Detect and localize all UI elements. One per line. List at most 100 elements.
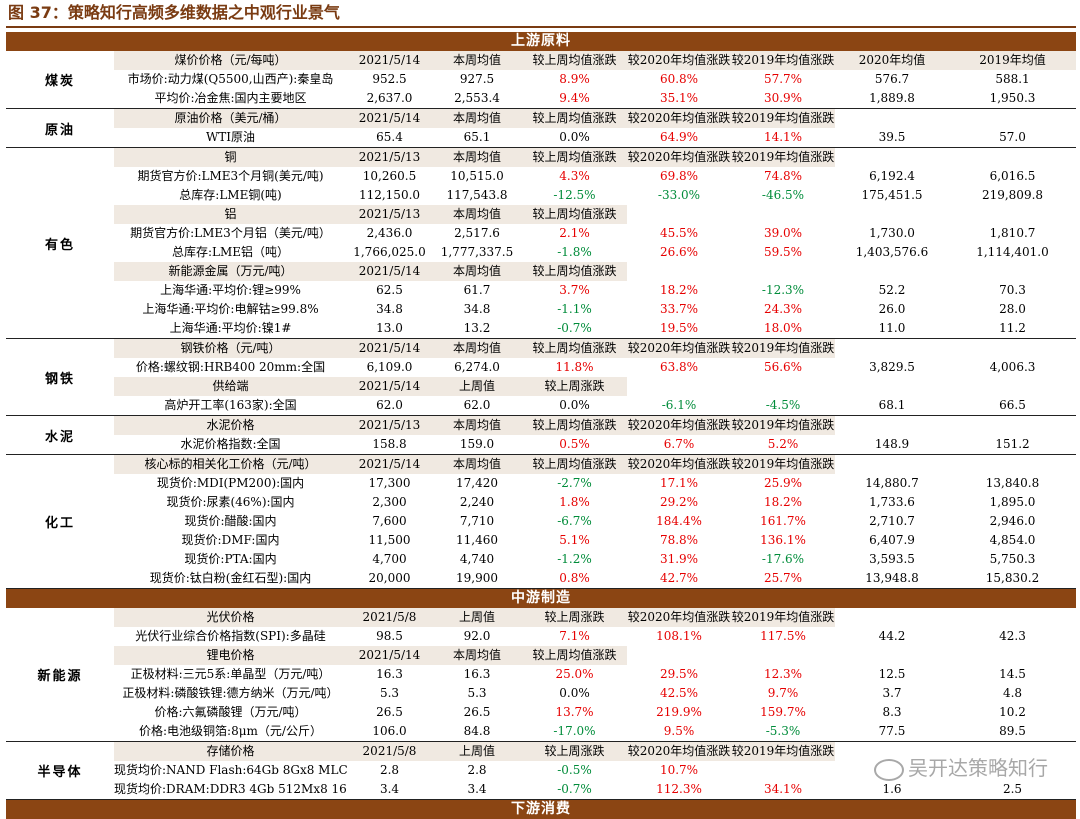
table-cell: 存储价格: [114, 742, 347, 761]
table-cell: 151.2: [995, 437, 1030, 451]
table-cell: 较2019年均值涨跌: [731, 416, 835, 435]
table-cell: [949, 262, 1076, 281]
table-row: 水泥价格指数:全国 158.8 159.0 0.5% 6.7% 5.2% 148.9 151.…: [114, 435, 1076, 454]
table-cell: 30.9%: [763, 91, 803, 105]
table-cell: 98.5: [376, 629, 403, 643]
table-cell: [949, 455, 1076, 474]
table-cell: 较上周均值涨跌: [522, 205, 627, 224]
table-cell: 28.0: [999, 302, 1026, 316]
table-cell: 2021/5/8: [347, 608, 432, 627]
table-cell: 112,150.0: [358, 188, 421, 202]
table-cell: 正极材料:三元5系:单晶型（万元/吨）: [130, 667, 331, 681]
table-cell: 较2019年均值涨跌: [731, 339, 835, 358]
table-cell: 本周均值: [432, 148, 522, 167]
table-cell: 69.8%: [659, 169, 699, 183]
table-cell: [835, 377, 949, 396]
table-cell: [835, 608, 949, 627]
table-cell: 45.5%: [659, 226, 699, 240]
table-cell: 1,730.0: [869, 226, 915, 240]
table-cell: 锂电价格: [114, 646, 347, 665]
header-row: 煤价价格（元/每吨） 2021/5/14 本周均值 较上周均值涨跌 较2020年均值涨跌…: [114, 51, 1076, 70]
table-cell: [731, 646, 835, 665]
table-cell: 7.1%: [559, 629, 590, 643]
table-cell: 1,889.8: [869, 91, 915, 105]
table-cell: 4.3%: [559, 169, 590, 183]
table-cell: [627, 262, 731, 281]
table-cell: 63.8%: [659, 360, 699, 374]
table-cell: 29.5%: [659, 667, 699, 681]
table-cell: 62.0: [463, 398, 491, 412]
table-cell: -4.5%: [765, 398, 801, 412]
table-cell: 2021/5/14: [347, 377, 432, 396]
table-cell: 7,600: [372, 514, 407, 528]
table-cell: 175,451.5: [861, 188, 923, 202]
table-cell: 78.8%: [659, 533, 699, 547]
table-cell: 1,895.0: [989, 495, 1036, 509]
table-cell: 3.7: [882, 686, 902, 700]
table-cell: 14.5: [999, 667, 1026, 681]
table-cell: 2021/5/14: [347, 51, 432, 70]
table-cell: 10,260.5: [362, 169, 417, 183]
table-cell: 34.8: [376, 302, 403, 316]
header-row: 核心标的相关化工价格（元/吨） 2021/5/14 本周均值 较上周均值涨跌 较2020…: [114, 455, 1076, 474]
table-cell: 26.6%: [659, 245, 699, 259]
table-cell: 2,300: [372, 495, 407, 509]
table-cell: -46.5%: [761, 188, 805, 202]
table-cell: 现货价:尿素(46%):国内: [166, 495, 295, 509]
table-cell: 136.1%: [760, 533, 806, 547]
table-cell: 总库存:LME铜(吨): [179, 188, 282, 202]
table-cell: 13,948.8: [865, 571, 919, 585]
table-cell: 现货均价:NAND Flash:64Gb 8Gx8 MLC: [114, 763, 347, 777]
table-cell: 价格:电池级铜箔:8μm（元/公斤）: [139, 724, 322, 738]
table-cell: 52.2: [878, 283, 906, 297]
table-cell: WTI原油: [205, 130, 256, 144]
industry-category: 水泥: [44, 429, 75, 445]
table-cell: 108.1%: [656, 629, 702, 643]
table-cell: 159.0: [459, 437, 495, 451]
table-cell: 现货均价:DRAM:DDR3 4Gb 512Mx8 1600MHz: [114, 782, 347, 796]
header-row: 原油价格（美元/桶） 2021/5/14 本周均值 较上周均值涨跌 较2020年均值涨跌…: [114, 109, 1076, 128]
table-cell: 13.2: [463, 321, 491, 335]
table-cell: 上周值: [432, 377, 522, 396]
table-cell: 2,553.4: [454, 91, 500, 105]
table-row: 现货价:尿素(46%):国内 2,300 2,240 1.8% 29.2% 18.2% 1,…: [114, 493, 1076, 512]
table-cell: [731, 377, 835, 396]
industry-group: 钢铁 钢铁价格（元/吨） 2021/5/14 本周均值 较上周均值涨跌 较2020年均值涨…: [6, 339, 1076, 416]
table-cell: 2,946.0: [989, 514, 1036, 528]
section-title: 中游制造: [6, 589, 1076, 608]
table-cell: 29.2%: [659, 495, 699, 509]
table-cell: 本周均值: [432, 646, 522, 665]
table-cell: 77.5: [878, 724, 906, 738]
table-cell: 较上周涨跌: [522, 608, 627, 627]
industry-group: 有色铜 2021/5/13 本周均值 较上周均值涨跌 较2020年均值涨跌 较2019年均…: [6, 148, 1076, 339]
table-row: 现货价:醋酸:国内 7,600 7,710 -6.7% 184.4% 161.7% 2,71…: [114, 512, 1076, 531]
table-row: 现货价:钛白粉(金红石型):国内 20,000 19,900 0.8% 42.7% 25.…: [114, 569, 1076, 588]
table-cell: [627, 377, 731, 396]
table-cell: 上海华通:平均价:电解钴≥99.8%: [142, 302, 319, 316]
table-cell: 39.0%: [763, 226, 803, 240]
table-cell: -6.7%: [557, 514, 592, 528]
table-cell: 2.5: [1002, 782, 1023, 796]
table-cell: 56.6%: [763, 360, 803, 374]
table-cell: 1,766,025.0: [353, 245, 426, 259]
table-cell: 25.9%: [763, 476, 803, 490]
table-row: 上海华通:平均价:锂≥99% 62.5 61.7 3.7% 18.2% -12.3% 52.…: [114, 281, 1076, 300]
table-cell: 现货价:醋酸:国内: [184, 514, 277, 528]
header-row: 供给端 2021/5/14 上周值 较上周涨跌: [114, 377, 1076, 396]
table-cell: 4,700: [372, 552, 407, 566]
table-cell: 较上周均值涨跌: [522, 646, 627, 665]
table-cell: 64.9%: [659, 130, 699, 144]
watermark: 吴开达策略知行: [874, 752, 1048, 781]
industry-category: 有色: [44, 237, 75, 253]
table-row: 价格:螺纹钢:HRB400 20mm:全国 6,109.0 6,274.0 11.8%…: [114, 358, 1076, 377]
table-cell: 25.0%: [555, 667, 594, 681]
industry-group: 煤炭 煤价价格（元/每吨） 2021/5/14 本周均值 较上周均值涨跌 较2020年均值…: [6, 51, 1076, 109]
industry-group: 新能源 光伏价格 2021/5/8 上周值 较上周涨跌 较2020年均值涨跌 较2019年均…: [6, 608, 1076, 742]
table-cell: 上海华通:平均价:镍1#: [169, 321, 292, 335]
table-cell: 3.4: [467, 782, 487, 796]
table-cell: 39.5: [878, 130, 906, 144]
table-cell: 较上周均值涨跌: [522, 148, 627, 167]
table-cell: 70.3: [999, 283, 1026, 297]
table-cell: 2021/5/14: [347, 262, 432, 281]
table-cell: 117.5%: [760, 629, 806, 643]
